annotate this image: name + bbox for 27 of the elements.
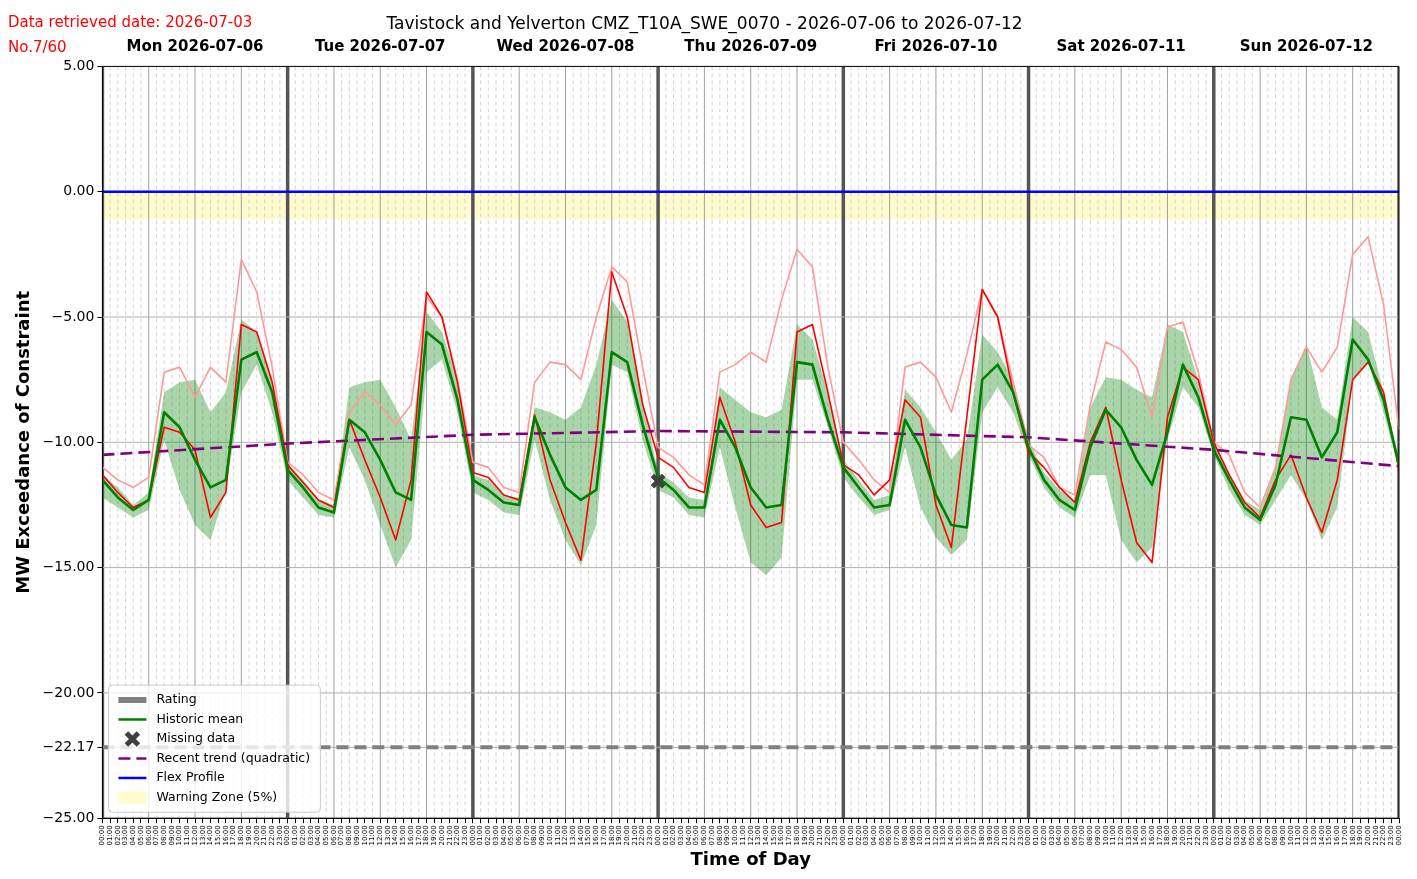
x2-tick-label: Mon 2026-07-06 xyxy=(126,37,264,56)
text: No.7/60 xyxy=(8,38,67,56)
y-tick-label: −20.00 xyxy=(42,683,95,700)
legend-label: Historic mean xyxy=(156,710,244,726)
legend-label: Missing data xyxy=(156,730,236,746)
y-tick-label: 0.00 xyxy=(63,182,95,199)
legend-label: Flex Profile xyxy=(156,769,226,785)
text: Data retrieved date: 2026-07-03 xyxy=(8,12,253,33)
y-tick-label: −5.00 xyxy=(51,307,95,324)
x2-tick-label: Thu 2026-07-09 xyxy=(684,37,818,56)
y-tick-label: −25.00 xyxy=(42,808,95,825)
y-tick-label: −10.00 xyxy=(42,432,95,449)
x2-tick-label: Wed 2026-07-08 xyxy=(496,37,635,56)
legend-label: Recent trend (quadratic) xyxy=(156,749,311,765)
chart-title: Tavistock and Yelverton CMZ_T10A_SWE_0070 - 2026-07-06 to 2026-07-12 xyxy=(385,12,1023,34)
legend-label: Warning Zone (5%) xyxy=(156,788,278,804)
legend-label: Rating xyxy=(156,691,197,707)
x2-tick-label: Fri 2026-07-10 xyxy=(874,37,998,56)
y-tick-label: −22.17 xyxy=(42,737,95,754)
y-tick-label: 5.00 xyxy=(63,57,95,74)
y-tick-label: −15.00 xyxy=(42,558,95,575)
x-axis-title: Time of Day xyxy=(690,847,812,869)
line-series xyxy=(102,429,1399,468)
y-axis-title: MW Exceedance of Constraint xyxy=(12,290,34,594)
x2-tick-label: Sat 2026-07-11 xyxy=(1056,37,1186,56)
x2-tick-label: Tue 2026-07-07 xyxy=(314,37,446,56)
x2-tick-label: Sun 2026-07-12 xyxy=(1239,37,1374,56)
